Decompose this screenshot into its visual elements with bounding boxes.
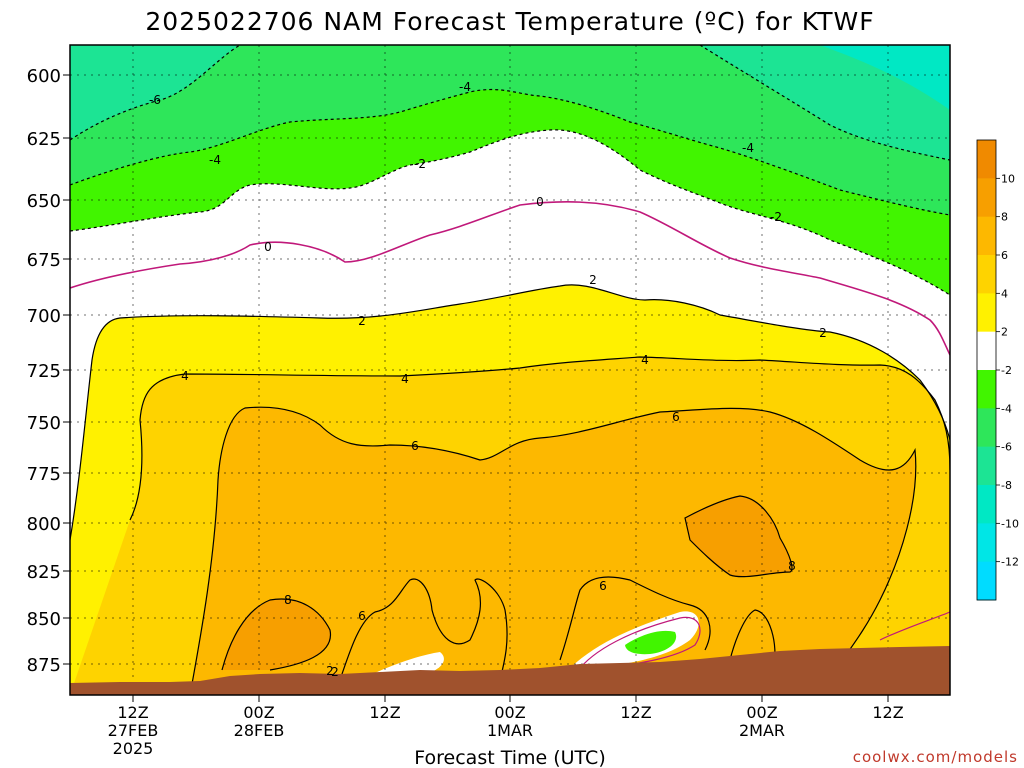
- contour-value-label: 6: [358, 609, 366, 623]
- colorbar-swatch: [977, 408, 996, 448]
- colorbar-label: 8: [1001, 211, 1008, 224]
- colorbar-swatch: [977, 178, 996, 218]
- colorbar-label: -6: [1001, 441, 1012, 454]
- y-tick-label: 675: [27, 250, 61, 271]
- contour-value-label: -4: [459, 80, 471, 94]
- contour-8-east: [684, 495, 793, 578]
- x-tick-label: 2MAR: [739, 721, 785, 740]
- contour-value-label: 2: [358, 314, 366, 328]
- contour-value-label: 4: [401, 372, 409, 386]
- contour-8-west: [221, 598, 331, 671]
- colorbar-label: -2: [1001, 364, 1012, 377]
- chart-title: 2025022706 NAM Forecast Temperature (ºC)…: [145, 7, 874, 36]
- y-tick-label: 600: [27, 66, 61, 87]
- contour-minus-6: [70, 45, 950, 161]
- contour-value-label: 2: [819, 326, 827, 340]
- contour-minus-2: [70, 129, 950, 296]
- y-tick-label: 875: [27, 655, 61, 676]
- credit-text: coolwx.com/models: [853, 748, 1018, 766]
- band-6-8: [190, 407, 916, 695]
- x-tick-label: 12Z: [117, 703, 148, 722]
- colorbar-label: 2: [1001, 326, 1008, 339]
- y-tick-label: 825: [27, 562, 61, 583]
- contour-value-label: 6: [599, 579, 607, 593]
- contour-2: [70, 284, 950, 541]
- colorbar-label: -8: [1001, 479, 1012, 492]
- contour-value-label: 2: [331, 665, 339, 679]
- contour-value-label: -4: [209, 153, 221, 167]
- y-axis: 600 625 650 675 700 725 750 775 800 825 850 875: [27, 66, 70, 676]
- plot-area: [70, 45, 950, 695]
- contour-value-label: 8: [284, 593, 292, 607]
- y-tick-label: 650: [27, 191, 61, 212]
- contour-value-label: 0: [536, 195, 544, 209]
- colorbar-swatch: [977, 255, 996, 294]
- colorbar-label: 10: [1001, 172, 1015, 185]
- contour-low-c: [579, 616, 701, 669]
- contour-4: [129, 356, 950, 521]
- x-tick-label: 12Z: [620, 703, 651, 722]
- contour-value-label: -2: [770, 210, 782, 224]
- colorbar-swatch: [977, 446, 996, 486]
- colorbar-swatch: [977, 485, 996, 524]
- x-tick-label: 00Z: [243, 703, 274, 722]
- warm-core-8-east: [685, 496, 792, 577]
- contour-value-label: 4: [641, 353, 649, 367]
- colorbar-swatch: [977, 216, 996, 256]
- x-axis-label: Forecast Time (UTC): [414, 747, 605, 768]
- colorbar-swatch: [977, 523, 996, 563]
- contour-value-label: -6: [149, 93, 161, 107]
- colorbar-swatch: [977, 293, 996, 333]
- colorbar: 10 8 6 4 2 -2 -4 -6 -8 -10 -12: [976, 139, 1019, 601]
- contour-lines: [70, 45, 950, 695]
- contour-zero: [70, 201, 950, 356]
- y-tick-label: 750: [27, 413, 61, 434]
- contour-value-label: 6: [672, 410, 680, 424]
- colorbar-swatch: [977, 370, 996, 409]
- low-level-green-pocket: [625, 630, 677, 655]
- contour-6: [189, 406, 917, 695]
- contour-low-d: [729, 609, 776, 661]
- contour-value-label: -2: [414, 157, 426, 171]
- x-tick-label: 28FEB: [234, 721, 285, 740]
- x-tick-label: 00Z: [494, 703, 525, 722]
- contour-value-label: 2: [589, 273, 597, 287]
- colorbar-label: -10: [1001, 517, 1019, 530]
- y-tick-label: 800: [27, 514, 61, 535]
- y-tick-label: 625: [27, 129, 61, 150]
- colorbar-label: -4: [1001, 402, 1012, 415]
- contour-value-label: 4: [181, 369, 189, 383]
- x-tick-label: 00Z: [746, 703, 777, 722]
- contour-low-a: [339, 578, 508, 681]
- x-tick-label: 27FEB: [108, 721, 159, 740]
- terrain-surface: [70, 646, 950, 695]
- y-tick-label: 725: [27, 361, 61, 382]
- contour-value-label: 8: [788, 559, 796, 573]
- contour-value-label: 0: [264, 240, 272, 254]
- colorbar-swatch: [977, 140, 996, 179]
- contour-value-label: 2: [326, 664, 334, 678]
- colorbar-label: 6: [1001, 249, 1008, 262]
- contour-value-label: -4: [742, 141, 754, 155]
- contour-low-b: [559, 576, 711, 661]
- colorbar-label: -12: [1001, 556, 1019, 569]
- colorbar-swatch: [977, 331, 996, 371]
- y-tick-label: 850: [27, 609, 61, 630]
- contour-value-label: 6: [411, 439, 419, 453]
- x-tick-label: 12Z: [872, 703, 903, 722]
- y-tick-label: 775: [27, 464, 61, 485]
- y-tick-label: 700: [27, 306, 61, 327]
- x-tick-label: 1MAR: [487, 721, 533, 740]
- warm-core-8-west: [222, 599, 331, 670]
- contour-low-e: [879, 611, 950, 641]
- colorbar-swatch: [977, 561, 996, 601]
- x-tick-label: 2025: [113, 739, 154, 758]
- contour-minus-4: [70, 88, 950, 216]
- colorbar-label: 4: [1001, 287, 1008, 300]
- x-tick-label: 12Z: [369, 703, 400, 722]
